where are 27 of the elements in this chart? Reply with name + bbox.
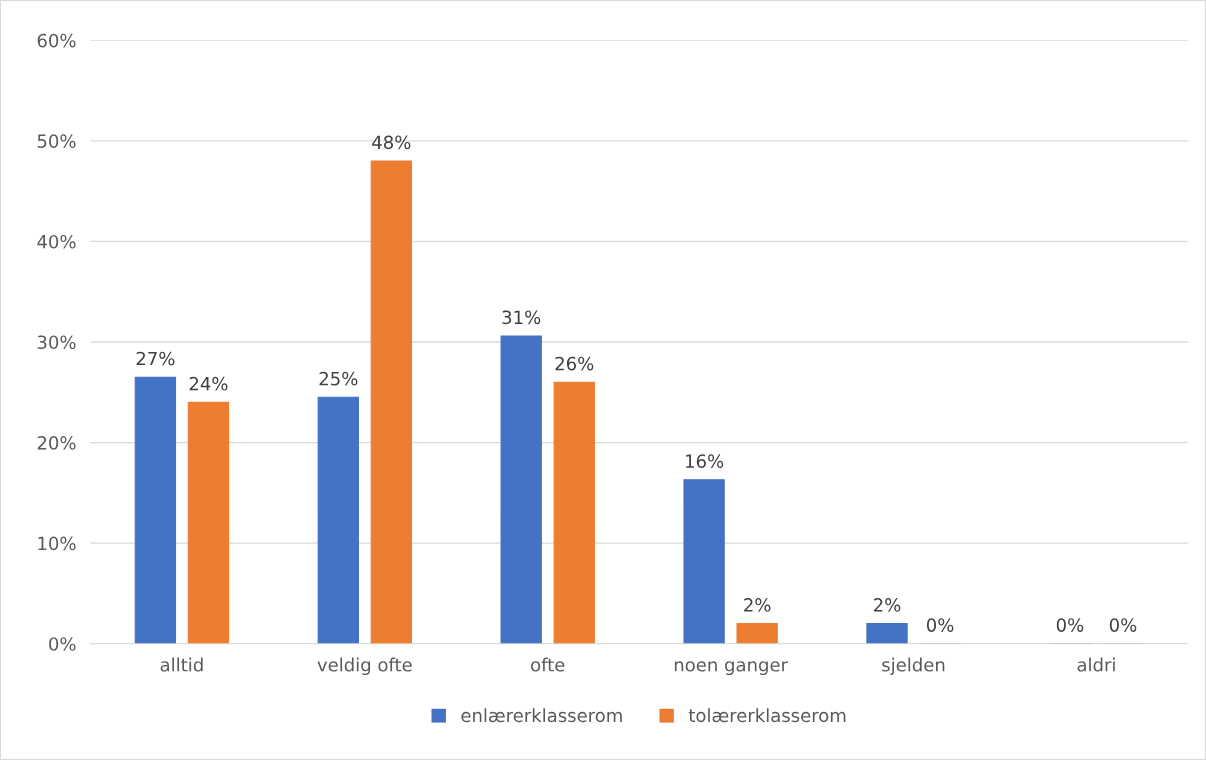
y-tick-label: 40% xyxy=(37,234,76,249)
data-label: 2% xyxy=(874,598,901,612)
y-tick-label: 20% xyxy=(37,436,76,450)
data-label: 48% xyxy=(372,135,411,150)
legend-label: enlærerklasserom xyxy=(461,708,622,723)
data-label: 0% xyxy=(926,618,954,632)
x-tick-label: aldri xyxy=(1077,657,1115,672)
y-tick-label: 60% xyxy=(37,33,76,48)
x-tick-label: ofte xyxy=(531,657,565,672)
x-tick-label: noen ganger xyxy=(674,661,788,676)
x-tick-label: sjelden xyxy=(882,657,945,676)
data-label: 24% xyxy=(189,376,228,391)
data-label: 2% xyxy=(744,598,771,612)
data-label: 0% xyxy=(1056,618,1084,632)
data-label: 31% xyxy=(502,310,541,325)
legend-label: tolærerklasserom xyxy=(688,708,846,723)
data-label: 0% xyxy=(1109,618,1137,632)
data-label: 16% xyxy=(686,454,724,468)
data-label: 27% xyxy=(136,351,175,366)
data-label: 26% xyxy=(555,356,594,371)
y-tick-label: 50% xyxy=(37,134,76,148)
data-label: 25% xyxy=(319,371,358,386)
y-tick-label: 30% xyxy=(37,335,76,350)
x-tick-label: veldig ofte xyxy=(317,657,412,676)
y-tick-label: 10% xyxy=(38,536,76,551)
y-tick-label: 0% xyxy=(49,637,76,651)
x-tick-label: alltid xyxy=(160,657,203,672)
